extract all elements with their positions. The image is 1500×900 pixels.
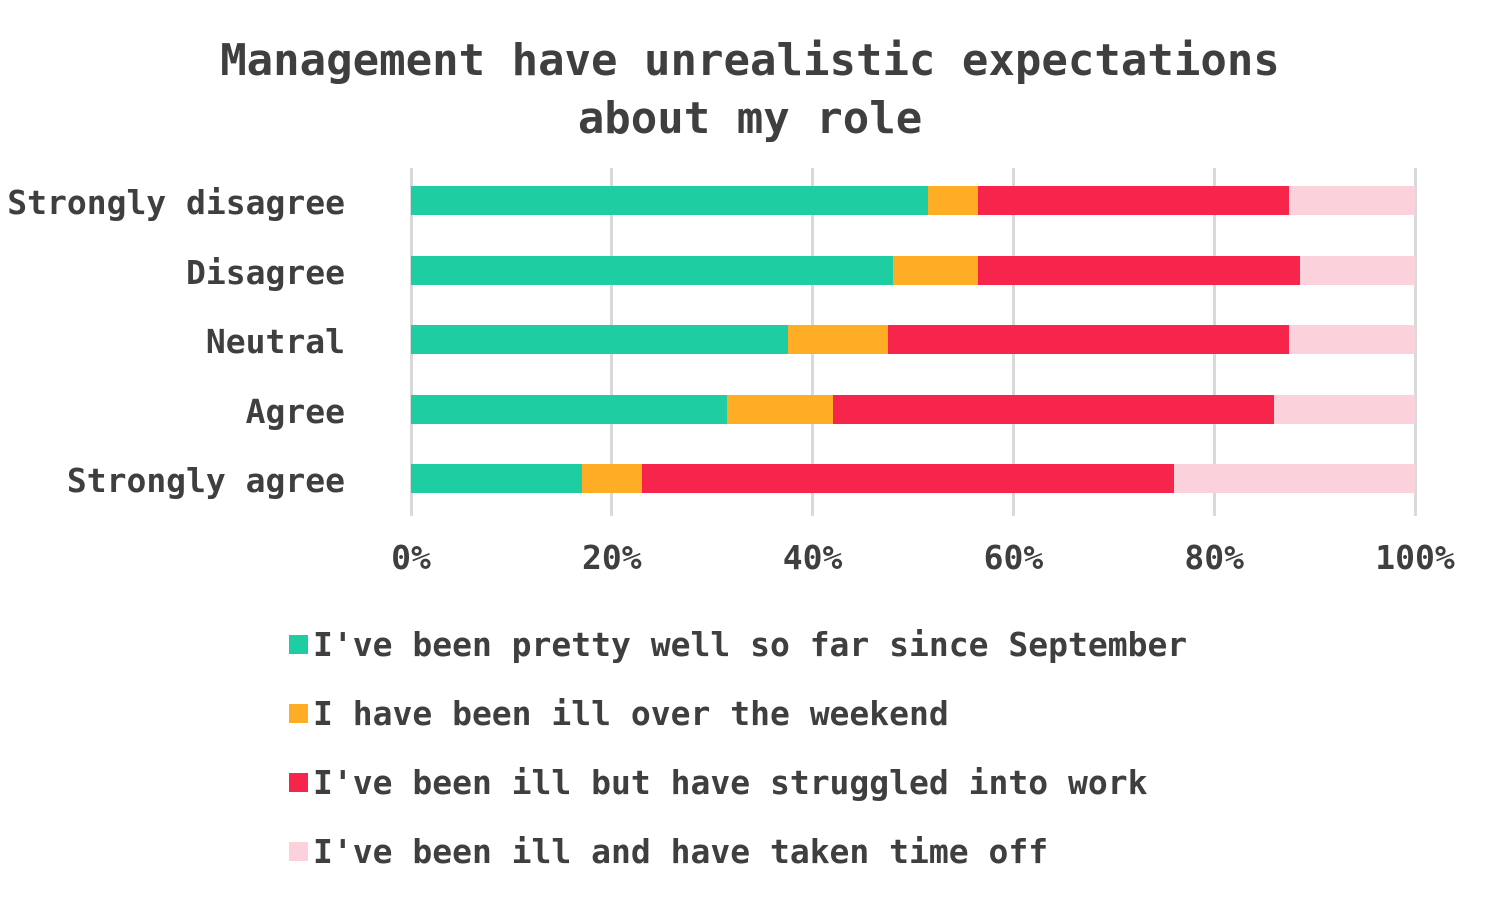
bar-segment: [1289, 325, 1415, 355]
bar-row: [411, 325, 1415, 355]
legend-item-label: I've been ill and have taken time off: [313, 832, 1049, 871]
bar-segment: [727, 394, 833, 424]
plot-area: [409, 168, 1417, 516]
bar-segment: [411, 394, 728, 424]
legend-item-label: I have been ill over the weekend: [313, 694, 949, 733]
legend-item: I've been ill but have struggled into wo…: [289, 748, 1187, 817]
bar-segment: [411, 255, 893, 285]
legend-item: I have been ill over the weekend: [289, 679, 1187, 748]
x-tick-label: 80%: [1184, 538, 1244, 577]
x-tick-label: 60%: [983, 538, 1044, 577]
chart-title: Management have unrealistic expectations…: [0, 32, 1500, 148]
legend-swatch: [289, 773, 308, 792]
category-axis: Strongly disagree Disagree Neutral Agree Str…: [0, 168, 378, 516]
bar-row: [411, 255, 1415, 285]
category-label: Disagree: [186, 252, 345, 292]
legend-item-label: I've been ill but have struggled into wo…: [313, 763, 1148, 802]
legend: I've been pretty well so far since Septe…: [289, 610, 1187, 886]
legend-item: I've been ill and have taken time off: [289, 817, 1187, 886]
category-label: Strongly disagree: [7, 183, 345, 222]
x-tick-label: 0%: [391, 538, 431, 577]
bar-segment: [641, 464, 1175, 494]
bar-segment: [411, 186, 929, 215]
chart-title-line2: about my role: [577, 93, 923, 144]
bar-segment: [411, 325, 788, 355]
category-label: Neutral: [205, 322, 345, 362]
chart-title-line1: Management have unrealistic expectations: [220, 35, 1280, 86]
bar-segment: [1299, 255, 1415, 285]
legend-swatch: [289, 842, 308, 861]
bar-segment: [1289, 186, 1415, 215]
bar-segment: [892, 255, 979, 285]
x-tick-label: 40%: [782, 538, 843, 577]
bar-segment: [978, 255, 1300, 285]
bar-row: [411, 186, 1415, 215]
category-label: Strongly agree: [66, 461, 345, 501]
bar-segment: [1174, 464, 1415, 494]
bar-segment: [411, 464, 582, 494]
bar-segment: [832, 394, 1275, 424]
category-label: Agree: [245, 391, 345, 431]
bar-segment: [928, 186, 979, 215]
bar-segment: [978, 186, 1290, 215]
bar-segment: [787, 325, 888, 355]
x-axis: 0% 20% 40% 60% 80% 100%: [391, 538, 1455, 582]
bar-row: [411, 394, 1415, 424]
x-tick-label: 20%: [581, 538, 642, 577]
bar-segment: [581, 464, 642, 494]
bar-segment: [887, 325, 1290, 355]
bar-segment: [1274, 394, 1415, 424]
legend-swatch: [289, 635, 308, 654]
legend-item-label: I've been pretty well so far since Septe…: [313, 625, 1188, 664]
legend-item: I've been pretty well so far since Septe…: [289, 610, 1187, 679]
x-tick-label: 100%: [1375, 538, 1455, 577]
legend-swatch: [289, 704, 308, 723]
gridline: [1413, 168, 1417, 516]
bar-row: [411, 464, 1415, 494]
